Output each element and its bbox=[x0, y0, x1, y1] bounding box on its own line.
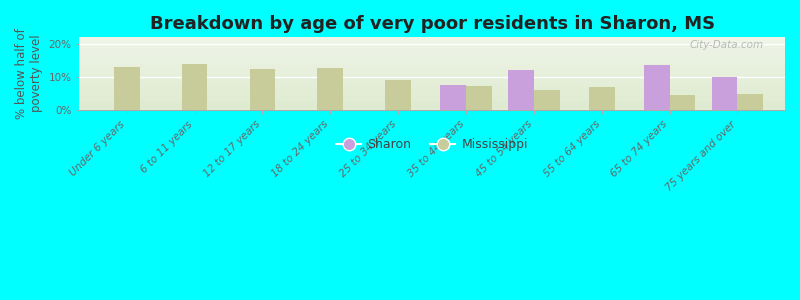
Y-axis label: % below half of
poverty level: % below half of poverty level bbox=[15, 28, 43, 119]
Bar bbox=[466, 86, 492, 110]
Legend: Sharon, Mississippi: Sharon, Mississippi bbox=[331, 133, 533, 156]
Bar bbox=[114, 67, 139, 110]
Text: City-Data.com: City-Data.com bbox=[690, 40, 764, 50]
Bar bbox=[712, 77, 738, 110]
Bar bbox=[670, 95, 695, 110]
Bar bbox=[386, 80, 411, 110]
Bar bbox=[738, 94, 763, 110]
Title: Breakdown by age of very poor residents in Sharon, MS: Breakdown by age of very poor residents … bbox=[150, 15, 714, 33]
Bar bbox=[182, 64, 207, 110]
Bar bbox=[589, 87, 614, 110]
Bar bbox=[440, 85, 466, 110]
Bar bbox=[644, 65, 670, 110]
Bar bbox=[318, 68, 343, 110]
Bar bbox=[534, 90, 560, 110]
Bar bbox=[508, 70, 534, 110]
Bar bbox=[250, 69, 275, 110]
